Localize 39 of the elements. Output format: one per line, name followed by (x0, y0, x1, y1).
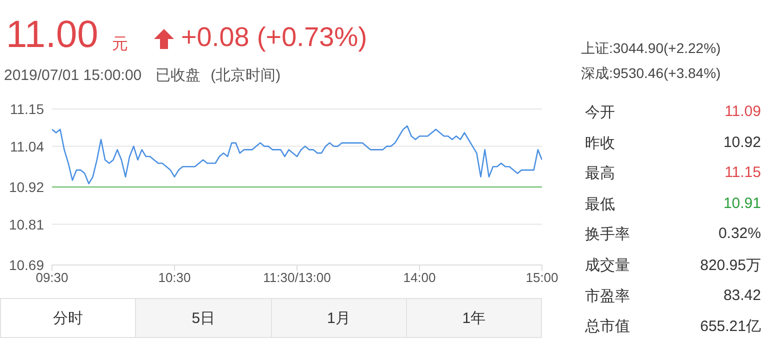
x-tick-label: 09:30 (36, 270, 68, 286)
line-series (52, 125, 542, 184)
text: 分时 (1, 299, 136, 337)
x-tick-label: 15:00 (526, 270, 558, 286)
text: 今开 (585, 103, 615, 122)
y-tick-label: 10.69 (8, 256, 44, 273)
text: 最低 (585, 194, 615, 214)
text: 总市值 (585, 317, 630, 336)
text: (北京时间) (210, 67, 281, 84)
text: 最高 (585, 164, 615, 184)
y-tick-label: 11.15 (10, 100, 44, 117)
y-tick-label: 10.92 (8, 178, 44, 195)
x-tick-label: 11:30/13:00 (263, 270, 331, 286)
text: 元 (112, 35, 128, 55)
text: 11.09 (724, 103, 761, 122)
text: 1年 (406, 299, 541, 337)
text: 昨收 (585, 134, 615, 153)
text: 2019/07/01 15:00:00 (4, 67, 142, 84)
text: 10.92 (723, 134, 761, 153)
text: 深成:9530.46(+3.84%) (581, 65, 721, 83)
text: 10.91 (723, 194, 761, 214)
text: 11.15 (724, 164, 761, 184)
text: +0.08 (+0.73%) (181, 22, 368, 53)
text: 上证:3044.90(+2.22%) (581, 40, 721, 58)
text: 成交量 (585, 256, 630, 275)
y-tick-label: 10.81 (8, 216, 44, 232)
text: 655.21亿 (700, 317, 761, 336)
text: 换手率 (585, 225, 630, 244)
chart-title: 11.00 (6, 14, 98, 56)
text: 83.42 (723, 286, 761, 306)
y-tick-label: 11.04 (10, 138, 44, 154)
x-tick-label: 14:00 (403, 270, 436, 286)
text: 已收盘 (156, 67, 201, 84)
text: 1月 (270, 299, 406, 337)
text: 0.32% (718, 225, 761, 244)
text: 820.95万 (700, 256, 761, 275)
text: 5日 (135, 299, 270, 337)
text: 市盈率 (585, 286, 630, 306)
x-tick-label: 10:30 (158, 270, 191, 286)
